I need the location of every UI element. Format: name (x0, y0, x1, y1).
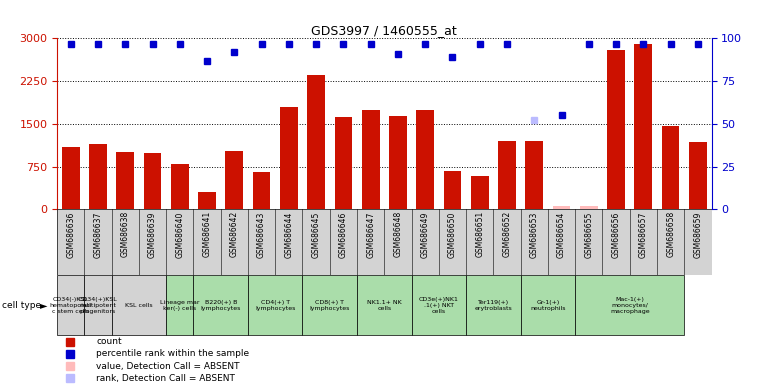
FancyBboxPatch shape (412, 275, 466, 335)
Text: Lineage mar
ker(-) cells: Lineage mar ker(-) cells (160, 300, 199, 311)
Text: GSM686650: GSM686650 (448, 211, 457, 258)
Bar (444, 170, 461, 209)
Bar (62, 147, 80, 209)
Bar (662, 126, 680, 209)
Text: cell type: cell type (2, 301, 40, 310)
Text: GSM686659: GSM686659 (693, 211, 702, 258)
Text: GSM686639: GSM686639 (148, 211, 157, 258)
Text: Gr-1(+)
neutrophils: Gr-1(+) neutrophils (530, 300, 565, 311)
Text: GSM686654: GSM686654 (557, 211, 566, 258)
Bar (307, 75, 325, 209)
FancyBboxPatch shape (84, 275, 112, 335)
Bar (335, 117, 352, 209)
Text: GSM686652: GSM686652 (502, 211, 511, 258)
Text: GSM686648: GSM686648 (393, 211, 403, 258)
Text: CD34(-)KSL
hematopoieti
c stem cells: CD34(-)KSL hematopoieti c stem cells (49, 297, 92, 314)
Text: CD3e(+)NK1
.1(+) NKT
cells: CD3e(+)NK1 .1(+) NKT cells (419, 297, 459, 314)
Bar (580, 206, 597, 209)
Bar (171, 164, 189, 209)
Text: GSM686655: GSM686655 (584, 211, 594, 258)
Bar (498, 141, 516, 209)
Text: count: count (97, 338, 122, 346)
FancyBboxPatch shape (112, 275, 166, 335)
Text: GSM686657: GSM686657 (639, 211, 648, 258)
FancyBboxPatch shape (57, 275, 84, 335)
Text: ►: ► (40, 300, 47, 310)
Text: value, Detection Call = ABSENT: value, Detection Call = ABSENT (97, 361, 240, 371)
Text: GSM686641: GSM686641 (202, 211, 212, 258)
Title: GDS3997 / 1460555_at: GDS3997 / 1460555_at (311, 24, 457, 37)
Text: Ter119(+)
erytroblasts: Ter119(+) erytroblasts (475, 300, 512, 311)
FancyBboxPatch shape (248, 275, 303, 335)
Bar (144, 154, 161, 209)
FancyBboxPatch shape (357, 275, 412, 335)
Text: GSM686658: GSM686658 (666, 211, 675, 258)
Bar (389, 116, 407, 209)
Text: GSM686642: GSM686642 (230, 211, 239, 258)
Bar (635, 44, 652, 209)
Text: NK1.1+ NK
cells: NK1.1+ NK cells (367, 300, 402, 311)
Bar (116, 152, 134, 209)
FancyBboxPatch shape (575, 275, 684, 335)
Bar (607, 50, 625, 209)
Text: GSM686653: GSM686653 (530, 211, 539, 258)
FancyBboxPatch shape (166, 275, 193, 335)
Text: Mac-1(+)
monocytes/
macrophage: Mac-1(+) monocytes/ macrophage (610, 297, 650, 314)
Text: CD8(+) T
lymphocytes: CD8(+) T lymphocytes (310, 300, 350, 311)
FancyBboxPatch shape (521, 275, 575, 335)
Bar (361, 109, 380, 209)
Text: GSM686645: GSM686645 (312, 211, 320, 258)
FancyBboxPatch shape (466, 275, 521, 335)
Text: GSM686644: GSM686644 (285, 211, 293, 258)
Text: percentile rank within the sample: percentile rank within the sample (97, 349, 250, 359)
Text: GSM686647: GSM686647 (366, 211, 375, 258)
Bar (552, 206, 571, 209)
Text: rank, Detection Call = ABSENT: rank, Detection Call = ABSENT (97, 374, 235, 382)
Text: GSM686636: GSM686636 (66, 211, 75, 258)
Text: GSM686646: GSM686646 (339, 211, 348, 258)
FancyBboxPatch shape (193, 275, 248, 335)
Text: GSM686643: GSM686643 (257, 211, 266, 258)
Text: B220(+) B
lymphocytes: B220(+) B lymphocytes (200, 300, 241, 311)
Text: CD4(+) T
lymphocytes: CD4(+) T lymphocytes (255, 300, 295, 311)
FancyBboxPatch shape (303, 275, 357, 335)
Bar (280, 107, 298, 209)
Bar (689, 142, 707, 209)
Text: GSM686637: GSM686637 (94, 211, 103, 258)
Text: GSM686656: GSM686656 (612, 211, 620, 258)
Bar (253, 172, 270, 209)
Bar (416, 109, 434, 209)
Bar (89, 144, 107, 209)
Text: KSL cells: KSL cells (125, 303, 153, 308)
FancyBboxPatch shape (57, 209, 712, 275)
Text: GSM686651: GSM686651 (476, 211, 484, 258)
Text: GSM686649: GSM686649 (421, 211, 430, 258)
Bar (198, 192, 216, 209)
Text: GSM686638: GSM686638 (121, 211, 129, 258)
Text: CD34(+)KSL
multipotent
progenitors: CD34(+)KSL multipotent progenitors (78, 297, 117, 314)
Text: GSM686640: GSM686640 (175, 211, 184, 258)
Bar (225, 151, 244, 209)
Bar (471, 176, 489, 209)
Bar (525, 141, 543, 209)
